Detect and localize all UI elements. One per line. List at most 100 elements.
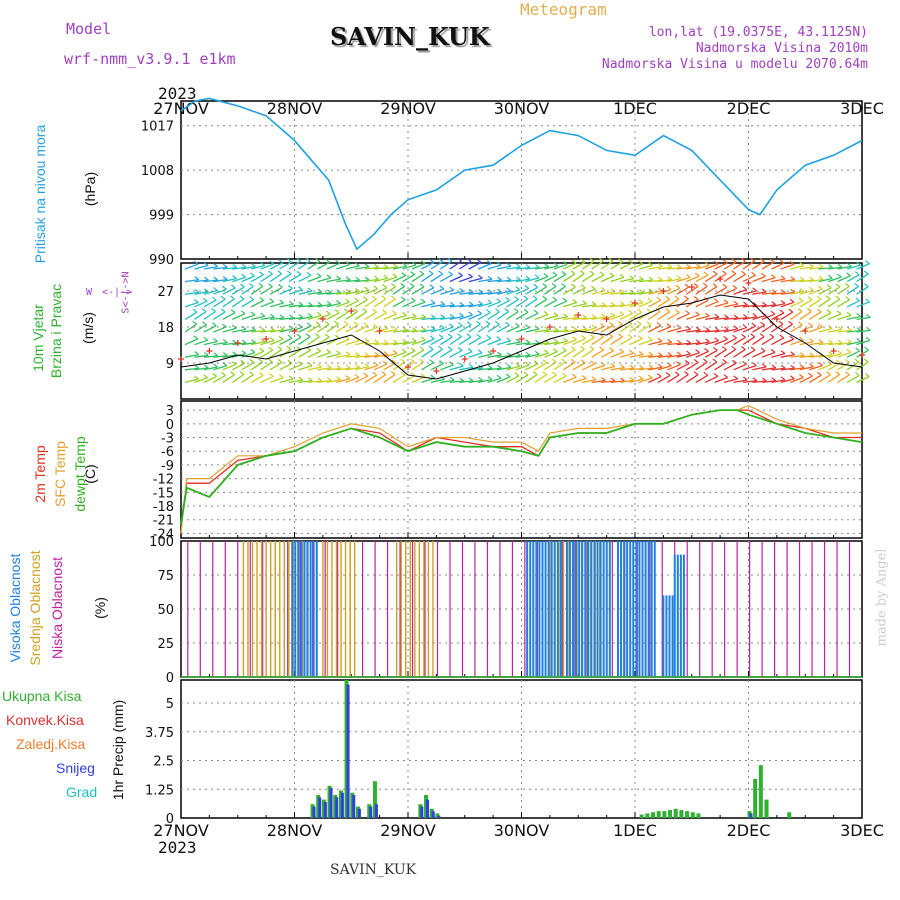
wind-head-70-5 — [856, 327, 862, 332]
wind-arrow-69-5 — [837, 329, 852, 333]
wind-head-64-4 — [797, 308, 803, 313]
wind-arrow-67-5 — [818, 327, 833, 333]
wind-arrow-50-6 — [657, 341, 672, 346]
wind-head-3-0 — [222, 263, 228, 268]
wind-arrow-38-2 — [544, 285, 557, 295]
wind-head-59-1 — [751, 271, 756, 276]
wind-arrow-68-3 — [827, 298, 841, 308]
wind-head-39-6 — [563, 337, 568, 342]
wind-arrow-31-2 — [478, 292, 493, 295]
wind-head-43-2 — [600, 287, 606, 292]
wind-head-40-1 — [570, 270, 576, 275]
wind-arrow-33-1 — [497, 279, 512, 283]
wind-arrow-36-0 — [525, 266, 540, 270]
wind-arrow-52-0 — [676, 266, 691, 270]
wind-head-15-9 — [336, 376, 341, 381]
wind-head-6-6 — [251, 339, 256, 344]
wind-arrow-36-8 — [525, 363, 539, 371]
wind-head-8-1 — [268, 270, 273, 275]
wind-arrow-71-0 — [856, 263, 870, 270]
wind-arrow-8-2 — [260, 286, 273, 295]
wind-head-35-7 — [525, 351, 531, 356]
temp-tick-9: -24 — [153, 527, 174, 542]
gust-mark-9 — [433, 368, 440, 374]
wind-arrow-39-4 — [553, 316, 568, 321]
wind-arrow-3-4 — [213, 311, 226, 320]
wind-arrow-40-2 — [563, 286, 576, 295]
wind-arrow-41-7 — [572, 348, 585, 358]
wind-head-21-0 — [393, 263, 398, 268]
wind-arrow-37-7 — [534, 352, 549, 358]
wind-avg-line — [180, 294, 863, 380]
wind-head-7-2 — [258, 282, 264, 287]
wind-head-55-9 — [713, 372, 719, 377]
wind-arrow-39-5 — [553, 329, 568, 333]
wind-head-16-0 — [345, 261, 350, 266]
wind-head-40-7 — [570, 346, 576, 351]
wind-head-38-1 — [552, 271, 558, 276]
wind-arrow-27-1 — [440, 274, 453, 283]
wind-head-5-7 — [241, 350, 247, 355]
wind-head-0-6 — [193, 335, 199, 340]
wind-head-45-6 — [618, 333, 623, 338]
wind-head-10-4 — [289, 314, 294, 319]
wind-arrow-70-1 — [846, 274, 860, 283]
gust-mark-21 — [773, 316, 780, 322]
wind-head-65-5 — [808, 322, 813, 327]
wind-arrow-0-2 — [184, 291, 199, 295]
wind-head-6-9 — [249, 371, 254, 376]
wind-arrow-42-4 — [582, 317, 597, 321]
wind-arrow-41-8 — [572, 362, 586, 371]
wind-head-31-7 — [487, 350, 493, 355]
wind-head-20-8 — [382, 360, 388, 365]
wind-head-26-6 — [438, 334, 444, 339]
wind-arrow-59-9 — [742, 380, 758, 384]
wind-head-10-7 — [286, 345, 292, 350]
precip-total-bar-28 — [758, 765, 763, 818]
wind-head-40-4 — [572, 314, 578, 319]
wind-head-26-0 — [438, 258, 444, 263]
wind-head-71-3 — [865, 298, 871, 303]
wind-head-38-7 — [552, 348, 558, 353]
wind-arrow-26-1 — [430, 273, 443, 283]
wind-head-62-8 — [780, 364, 786, 369]
wind-arrow-1-1 — [194, 279, 209, 283]
wind-head-3-4 — [220, 308, 226, 313]
wind-head-46-5 — [627, 320, 633, 325]
wind-head-1-0 — [203, 262, 209, 266]
wind-arrow-14-8 — [317, 367, 332, 371]
wind-head-54-5 — [705, 327, 711, 332]
wind-arrow-56-7 — [714, 349, 727, 358]
wind-head-66-9 — [816, 371, 822, 376]
wind-arrow-14-5 — [317, 323, 330, 333]
wind-arrow-47-3 — [629, 302, 644, 308]
wind-head-7-7 — [259, 347, 265, 352]
wind-arrow-63-5 — [780, 323, 793, 333]
wind-arrow-58-5 — [733, 326, 748, 333]
wind-head-20-6 — [383, 339, 389, 344]
wind-head-42-8 — [590, 360, 596, 365]
wind-head-63-2 — [790, 288, 796, 293]
wind-head-37-8 — [542, 359, 548, 364]
wind-arrow-38-1 — [544, 274, 558, 283]
wind-head-49-7 — [658, 352, 663, 357]
wind-head-29-1 — [468, 273, 473, 278]
wind-head-23-4 — [411, 313, 417, 318]
wind-arrow-44-3 — [601, 304, 616, 308]
wind-arrow-14-7 — [317, 351, 331, 358]
wind-arrow-59-0 — [742, 260, 755, 270]
wind-arrow-57-3 — [723, 303, 738, 308]
wind-head-22-2 — [400, 282, 406, 287]
wind-arrow-17-1 — [345, 279, 360, 283]
wind-arrow-6-7 — [241, 351, 256, 358]
wind-head-44-0 — [608, 257, 614, 262]
wind-arrow-24-9 — [411, 376, 426, 383]
wind-arrow-70-9 — [846, 374, 860, 383]
wind-head-47-5 — [636, 320, 642, 325]
wind-arrow-46-1 — [619, 277, 634, 283]
wind-head-9-0 — [278, 259, 284, 264]
wind-head-19-3 — [372, 295, 377, 300]
wind-head-37-5 — [544, 326, 550, 331]
wind-head-11-3 — [298, 301, 304, 306]
gust-mark-16 — [632, 300, 638, 306]
